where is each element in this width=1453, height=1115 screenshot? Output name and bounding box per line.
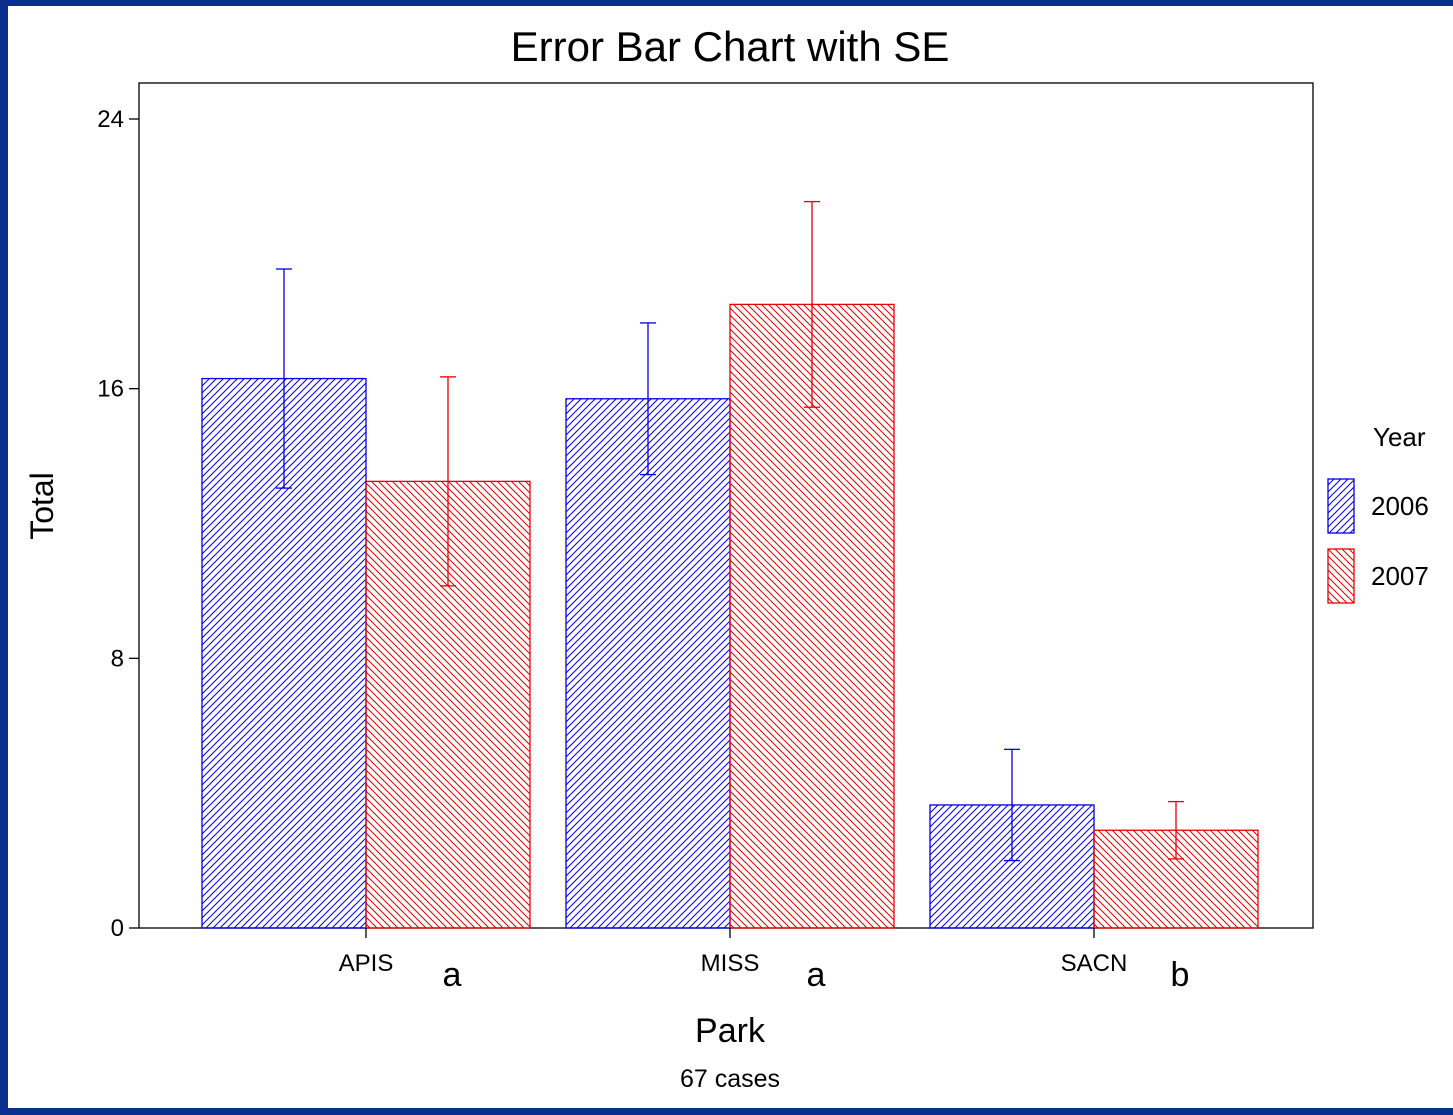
bar-miss-2007: [729, 303, 895, 929]
chart-frame: Error Bar Chart with SE 0 8 16 24 APIS a MISS…: [8, 6, 1453, 1108]
bars-group: [201, 303, 1259, 929]
group-letter-miss: a: [807, 956, 826, 994]
error-bar-miss-2007: [804, 200, 820, 408]
legend-label-2006: 2006: [1371, 491, 1429, 521]
bar-miss-2006: [565, 398, 731, 929]
y-axis-label: Total: [24, 472, 60, 540]
x-tick-label-miss: MISS: [701, 950, 760, 977]
legend-label-2007: 2007: [1371, 561, 1429, 591]
chart-title: Error Bar Chart with SE: [511, 23, 950, 70]
y-tick-label-1: 8: [111, 645, 124, 672]
x-tick-label-sacn: SACN: [1061, 950, 1128, 977]
error-bars-group: [276, 200, 1184, 862]
y-tick-label-3: 24: [97, 106, 124, 133]
error-bar-sacn-2006: [1004, 748, 1020, 862]
legend: 2006 2007: [1327, 478, 1429, 604]
x-axis-labels: APIS a MISS a SACN b: [339, 928, 1190, 994]
error-bar-apis-2006: [276, 268, 292, 489]
legend-swatch-2006: [1327, 478, 1355, 534]
group-letter-sacn: b: [1171, 956, 1190, 994]
chart-canvas: Error Bar Chart with SE 0 8 16 24 APIS a MISS…: [24, 23, 1429, 1093]
x-tick-label-apis: APIS: [339, 950, 394, 977]
y-tick-label-2: 16: [97, 376, 124, 403]
error-bar-apis-2007: [440, 376, 456, 587]
legend-title: Year: [1373, 422, 1426, 452]
footnote: 67 cases: [680, 1065, 780, 1093]
error-bar-miss-2006: [640, 322, 656, 476]
error-bar-sacn-2007: [1168, 800, 1184, 860]
y-axis: 0 8 16 24: [97, 106, 139, 942]
legend-swatch-2007: [1327, 548, 1355, 604]
group-letter-apis: a: [443, 956, 462, 994]
y-tick-label-0: 0: [111, 915, 124, 942]
x-axis-label: Park: [695, 1012, 766, 1050]
